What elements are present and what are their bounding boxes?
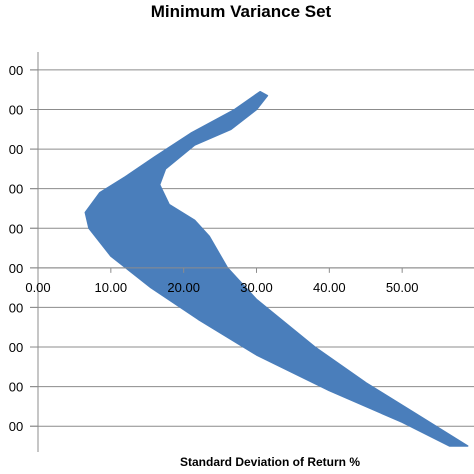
x-tick-label: 10.00: [95, 280, 128, 295]
y-tick-label: 00: [9, 380, 23, 395]
x-axis: 0.00 10.00 20.00 30.00 40.00 50.00: [25, 267, 474, 295]
x-axis-label: Standard Deviation of Return %: [180, 455, 360, 469]
x-tick-label: 50.00: [386, 280, 419, 295]
gridlines: [30, 69, 474, 427]
y-tick-label: 00: [9, 419, 23, 434]
y-tick-label: 00: [9, 221, 23, 236]
y-axis: 00 00 00 00 00 00 00 00 00 00: [9, 52, 39, 452]
y-tick-label: 00: [9, 142, 23, 157]
series-layer: [84, 90, 469, 447]
y-tick-label: 00: [9, 63, 23, 78]
x-tick-label: 30.00: [240, 280, 273, 295]
y-tick-label: 00: [9, 102, 23, 117]
x-tick-label: 0.00: [25, 280, 50, 295]
series-band: [84, 90, 469, 447]
y-tick-label: 00: [9, 300, 23, 315]
y-tick-label: 00: [9, 182, 23, 197]
x-tick-label: 40.00: [313, 280, 346, 295]
y-tick-label: 00: [9, 340, 23, 355]
y-tick-label: 00: [9, 261, 23, 276]
chart-title: Minimum Variance Set: [151, 2, 332, 21]
x-tick-label: 20.00: [167, 280, 200, 295]
